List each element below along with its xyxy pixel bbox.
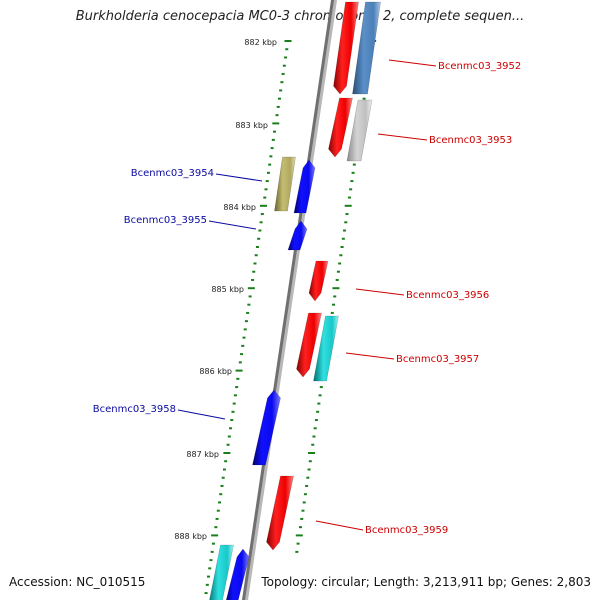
gene-label-bcenmc03-3959[interactable]: Bcenmc03_3959 [365,525,448,536]
gene-arrow-blue[interactable] [225,548,250,600]
gene-label-bcenmc03-3953[interactable]: Bcenmc03_3953 [429,135,512,146]
accession-text: Accession: NC_010515 [9,575,146,589]
label-connector [177,409,226,420]
gene-arrow-blue[interactable] [293,159,316,214]
tick-marks-left [204,40,292,595]
gene-label-bcenmc03-3955[interactable]: Bcenmc03_3955 [124,215,207,226]
gene-arrow-cyan[interactable] [313,315,339,382]
gene-label-bcenmc03-3954[interactable]: Bcenmc03_3954 [131,168,214,179]
gene-label-bcenmc03-3957[interactable]: Bcenmc03_3957 [396,354,479,365]
label-connector [377,133,428,141]
gene-arrow-red[interactable] [328,97,353,158]
gene-arrow-olive[interactable] [274,156,296,212]
gene-label-connectors [177,59,437,531]
gene-arrow-red[interactable] [296,312,322,378]
kbp-label-885: 885 kbp [211,285,244,294]
gene-label-bcenmc03-3952[interactable]: Bcenmc03_3952 [438,61,521,72]
gene-label-bcenmc03-3958[interactable]: Bcenmc03_3958 [93,404,176,415]
label-connector [355,288,405,296]
gene-features [209,1,381,600]
backbone-shadow [242,0,338,600]
kbp-label-888: 888 kbp [174,532,207,541]
kbp-label-882: 882 kbp [244,38,277,47]
gene-arrow-red[interactable] [308,260,329,302]
gene-arrow-blue[interactable] [252,389,281,466]
kbp-label-887: 887 kbp [186,450,219,459]
gene-arrow-red[interactable] [266,475,294,551]
gene-arrow-gray[interactable] [346,99,373,162]
label-connector [215,173,263,182]
gene-arrow-steelblue[interactable] [352,1,381,95]
label-connector [315,520,364,531]
gene-arrow-cyan[interactable] [209,544,234,600]
chromosome-backbone [241,0,335,600]
gene-arrow-blue[interactable] [287,220,308,251]
gene-arrow-red[interactable] [333,1,359,95]
kbp-label-884: 884 kbp [223,203,256,212]
map-title: Burkholderia cenocepacia MC0-3 chromosom… [75,9,525,24]
topology-text: Topology: circular; Length: 3,213,911 bp… [261,575,591,589]
label-connector [388,59,437,67]
kbp-label-886: 886 kbp [199,367,232,376]
kbp-label-883: 883 kbp [235,121,268,130]
gene-label-bcenmc03-3956[interactable]: Bcenmc03_3956 [406,290,489,301]
label-connector [208,220,257,230]
label-connector [345,352,395,360]
